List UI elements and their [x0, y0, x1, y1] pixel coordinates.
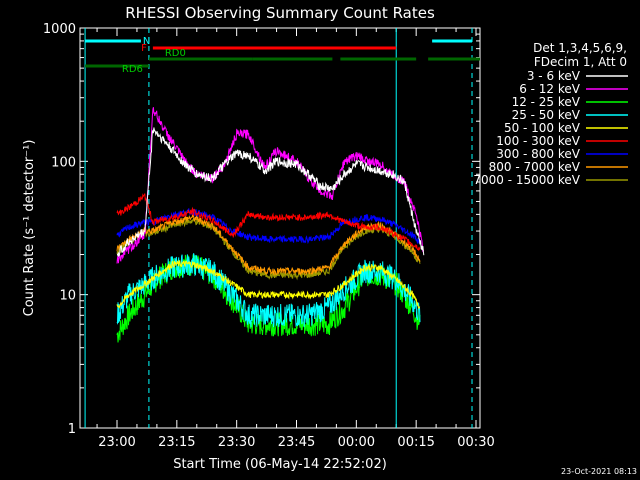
plot-frame: [79, 27, 481, 429]
status-bar-label-rd6: RD6: [122, 64, 143, 75]
x-tick-label: 23:00: [98, 435, 135, 450]
y-tick-label: 1: [68, 422, 76, 437]
status-bar-label-n: N: [143, 36, 150, 47]
x-tick-label: 23:15: [158, 435, 195, 450]
x-tick-label: 00:15: [397, 435, 434, 450]
legend-label: 3 - 6 keV: [527, 69, 581, 83]
series-line-300-800kev: [116, 207, 421, 245]
series-line-3-6kev: [116, 127, 425, 258]
legend-label: 50 - 100 keV: [504, 121, 581, 135]
status-bar-label-f: F: [141, 43, 147, 54]
legend-label: 800 - 7000 keV: [489, 160, 581, 174]
legend-header-line-1: Det 1,3,4,5,6,9,: [533, 41, 627, 55]
series-line-100-300kev: [116, 193, 421, 252]
legend-header-line-2: FDecim 1, Att 0: [534, 55, 627, 69]
series-line-7000-15000kev: [116, 217, 421, 281]
y-tick-label: 1000: [43, 22, 76, 37]
plot-area: 1 10 100 1000 23:00 23:15 23:30 23:45 00:00 00:15…: [43, 22, 495, 450]
legend-label: 300 - 800 keV: [496, 147, 580, 161]
x-tick-label: 00:30: [457, 435, 494, 450]
y-tick-label: 100: [51, 155, 76, 170]
chart-title: RHESSI Observing Summary Count Rates: [125, 4, 435, 22]
footer-timestamp: 23-Oct-2021 08:13: [561, 467, 637, 476]
x-tick-label: 00:00: [338, 435, 375, 450]
status-bar-label-rd0: RD0: [165, 48, 186, 59]
y-tick-label: 10: [59, 289, 76, 304]
legend-label: 12 - 25 keV: [512, 95, 581, 109]
legend: Det 1,3,4,5,6,9, FDecim 1, Att 0 3 - 6 k…: [473, 41, 628, 187]
x-axis-label: Start Time (06-May-14 22:52:02): [173, 457, 387, 472]
legend-label: 7000 - 15000 keV: [473, 173, 580, 187]
x-tick-label: 23:30: [218, 435, 255, 450]
legend-label: 6 - 12 keV: [519, 82, 581, 96]
legend-label: 25 - 50 keV: [512, 108, 581, 122]
legend-label: 100 - 300 keV: [496, 134, 580, 148]
y-axis-label: Count Rate (s⁻¹ detector⁻¹): [22, 140, 37, 317]
x-tick-label: 23:45: [278, 435, 315, 450]
series-line-50-100kev: [116, 260, 421, 310]
